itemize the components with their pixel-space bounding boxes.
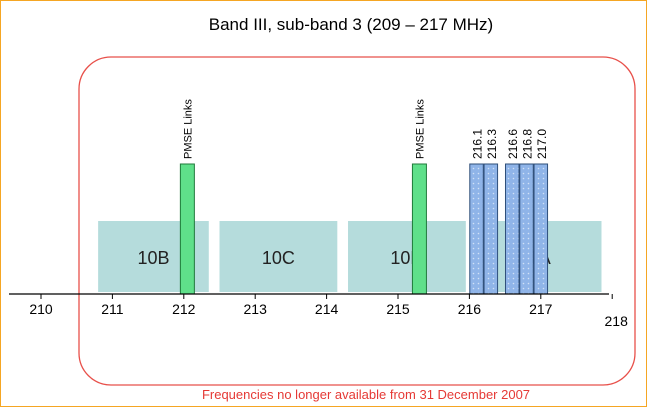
- pmse-link-label: PMSE Links: [414, 99, 426, 159]
- channel-label: 216.8: [521, 129, 535, 159]
- channel-bar: [469, 163, 484, 295]
- block-label: 10B: [137, 248, 169, 268]
- channel-label: 217.0: [535, 129, 549, 159]
- axis-tick-label: 212: [172, 301, 196, 317]
- pmse-link-bar: [411, 163, 427, 295]
- diagram-title: Band III, sub-band 3 (209 – 217 MHz): [209, 15, 493, 34]
- axis-tick-label: 216: [458, 301, 482, 317]
- axis-tick-label: 215: [386, 301, 410, 317]
- block-10d: [348, 221, 466, 292]
- block-10c: [219, 221, 338, 292]
- channel-bar: [483, 163, 499, 295]
- channel-label: 216.3: [485, 129, 499, 159]
- footnote: Frequencies no longer available from 31 …: [202, 387, 530, 402]
- channel-label: 216.1: [471, 129, 485, 159]
- axis-tick-label: 214: [315, 301, 339, 317]
- pmse-link-bar: [179, 163, 195, 295]
- channels-layer: 216.1 216.3 216.6 216.8 217.0: [469, 129, 549, 295]
- block-label: 10C: [262, 248, 295, 268]
- axis-tick-label: 211: [101, 301, 124, 317]
- channel-bar: [504, 163, 520, 295]
- channel-bar: [519, 163, 534, 295]
- axis-tick-label: 218: [605, 313, 629, 329]
- channel-bar: [533, 163, 549, 295]
- axis-tick-label: 213: [244, 301, 268, 317]
- axis-ticks: 210 211 212 213 214 215 216 217 218: [29, 294, 628, 329]
- pmse-link-label: PMSE Links: [182, 99, 194, 159]
- channel-label: 216.6: [506, 129, 520, 159]
- axis-tick-label: 210: [29, 301, 53, 317]
- unavailable-region-outline: [78, 56, 636, 386]
- axis-tick-label: 217: [529, 301, 553, 317]
